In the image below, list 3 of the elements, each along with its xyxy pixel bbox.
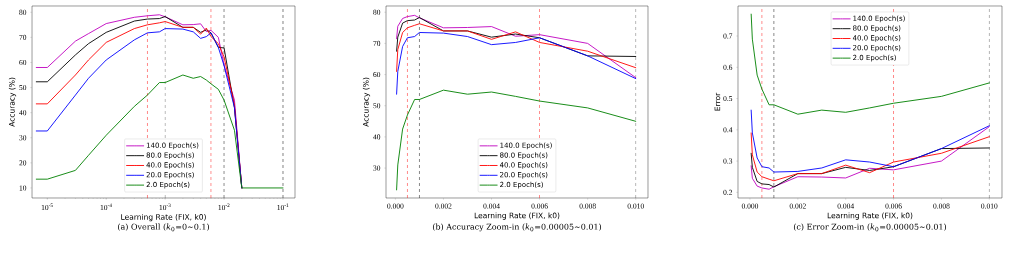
text: (b) Accuracy Zoom-in (k$_{0}$=0.00005∼0.01): [432, 223, 602, 232]
text: (c) Error Zoom-in (k$_{0}$=0.00005∼0.01): [793, 223, 947, 232]
text: (a) Overall (k$_{0}$=0∼0.1): [118, 223, 210, 232]
